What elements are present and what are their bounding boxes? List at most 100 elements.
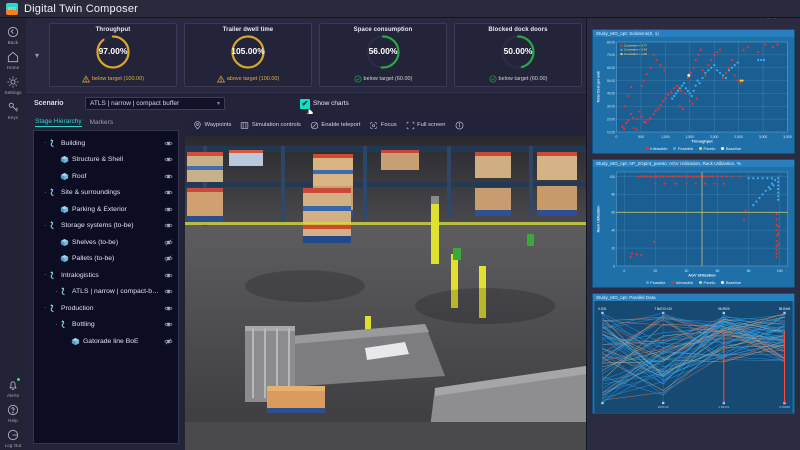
- eye-icon[interactable]: [164, 320, 173, 329]
- tree-row[interactable]: Structure & Shell: [34, 152, 178, 169]
- svg-text:ILS01: ILS01: [598, 307, 607, 311]
- tree-row[interactable]: Shelves (to-be): [34, 234, 178, 251]
- eye-off-icon[interactable]: [164, 254, 173, 263]
- svg-text:Constraint < 0.34: Constraint < 0.34: [624, 48, 647, 52]
- tree-node-label: Structure & Shell: [72, 156, 123, 164]
- legend-swatch: [645, 281, 649, 284]
- tree-row[interactable]: Gatorade line BoE: [34, 333, 178, 350]
- tree-node-label: Intralogistics: [61, 271, 99, 279]
- viewport-tool-focus[interactable]: Focus: [369, 121, 397, 130]
- show-charts-checkbox[interactable]: ✔: [300, 98, 310, 109]
- svg-text:2.09838: 2.09838: [779, 405, 790, 409]
- chart-card[interactable]: Study_MO_opt: Solutions(0, 1) 0 500 1,000 1,…: [592, 29, 795, 154]
- fullscreen-icon: [406, 121, 414, 129]
- show-charts-toggle[interactable]: ✔ Show charts: [300, 98, 349, 117]
- kpi-card[interactable]: Space consumption 56.00% below target (60.…: [319, 23, 447, 87]
- rail-item-keys[interactable]: Keys: [0, 97, 26, 122]
- svg-text:30.00: 30.00: [607, 105, 615, 109]
- tab-stage-hierarchy[interactable]: Stage Hierarchy: [35, 118, 82, 127]
- tree-row[interactable]: - Bottling: [34, 317, 178, 334]
- legend-label: Baseline: [725, 146, 742, 151]
- tree-expander-icon[interactable]: -: [44, 222, 47, 229]
- tree-expander-icon[interactable]: -: [55, 321, 58, 328]
- chevron-down-icon: ▾: [216, 101, 220, 107]
- kpi-card[interactable]: Blocked dock doors 50.00% below target (60…: [454, 23, 582, 87]
- viewport-tool-enable-teleport[interactable]: Enable teleport: [310, 121, 360, 130]
- tree-row[interactable]: - Intralogistics: [34, 267, 178, 284]
- rail-item-label: Back: [7, 40, 19, 45]
- eye-icon[interactable]: [164, 287, 173, 296]
- legend-swatch: [673, 147, 677, 150]
- chart-title: Study_MO_opt: Solutions(0, 1): [593, 30, 794, 37]
- rail-item-back[interactable]: Back: [0, 22, 26, 47]
- show-charts-label: Show charts: [313, 100, 349, 107]
- eye-icon[interactable]: [164, 221, 173, 230]
- chart-title: Study_MO_opt: Parallel Data: [593, 294, 794, 301]
- rail-item-alerts[interactable]: Alerts: [0, 375, 26, 400]
- eye-icon[interactable]: [164, 271, 173, 280]
- kpi-card[interactable]: Throughput 97.00% below target (100.00): [49, 23, 177, 87]
- viewport-tool-full-screen[interactable]: Full screen: [406, 121, 446, 130]
- kpi-status-text: below target (100.00): [92, 76, 144, 82]
- kpi-value: 97.00%: [98, 46, 128, 56]
- tree-row[interactable]: Parking & Exterior: [34, 201, 178, 218]
- legend-item: Feasible: [645, 280, 665, 285]
- eye-icon[interactable]: [164, 304, 173, 313]
- tree-expander-icon[interactable]: -: [44, 305, 47, 312]
- eye-off-icon[interactable]: [164, 337, 173, 346]
- charts-panel: Charts Study_MO_opt: Solutions(0, 1)0500…: [586, 0, 800, 450]
- rail-item-home[interactable]: Home: [0, 47, 26, 72]
- layer-icon: [61, 320, 65, 329]
- rail-item-log-out[interactable]: Log Out: [0, 425, 26, 450]
- eye-icon[interactable]: [164, 205, 173, 214]
- panel-tabs: Stage Hierarchy Markers: [29, 116, 182, 129]
- eye-icon[interactable]: [164, 188, 173, 197]
- tree-expander-icon[interactable]: -: [55, 288, 58, 295]
- eye-icon[interactable]: [164, 172, 173, 181]
- logout-icon: [7, 429, 19, 441]
- back-icon: [7, 26, 19, 38]
- kpi-status-text: above target (100.00): [226, 76, 280, 82]
- svg-text:1,500: 1,500: [686, 135, 695, 139]
- warning-icon: [82, 75, 90, 83]
- layer-icon: [50, 304, 54, 312]
- viewport-tool-waypoints[interactable]: Waypoints: [193, 120, 231, 130]
- rail-item-settings[interactable]: Settings: [0, 72, 26, 97]
- viewport-tool-info[interactable]: [455, 121, 464, 130]
- tree-node-label: Storage systems (to-be): [61, 222, 134, 230]
- svg-text:Total Cost per unit: Total Cost per unit: [597, 70, 601, 102]
- tree-row[interactable]: Pallets (to-be): [34, 251, 178, 268]
- legend-item: Baseline: [721, 146, 741, 151]
- legend-item: Infeasible: [671, 280, 693, 285]
- tree-row[interactable]: - Storage systems (to-be): [34, 218, 178, 235]
- eye-icon[interactable]: [164, 139, 173, 148]
- chart-card[interactable]: Study_MO_opt: AP_2Opint_pareto: AGV Util…: [592, 159, 795, 288]
- 3d-viewport[interactable]: Waypoints Simulation controls Enable telep…: [185, 114, 586, 450]
- scenario-bar: Scenario ATLS | narrow | compact buffer …: [26, 92, 586, 117]
- stage-hierarchy-panel: Stage Hierarchy Markers - Building Structur…: [26, 114, 185, 450]
- tree-expander-icon[interactable]: -: [44, 140, 47, 147]
- tree-node-label: Site & surroundings: [61, 189, 121, 197]
- chart-card[interactable]: Study_MO_opt: Parallel Data ILS01 T BATCH.…: [592, 293, 795, 414]
- tree-row[interactable]: - Production: [34, 300, 178, 317]
- kpi-collapse-chevron-icon[interactable]: ▾: [34, 50, 39, 60]
- rail-item-help[interactable]: Help: [0, 400, 26, 425]
- scenario-select[interactable]: ATLS | narrow | compact buffer ▾: [85, 97, 225, 110]
- tree-expander-icon[interactable]: -: [44, 272, 47, 279]
- tree-row[interactable]: - Site & surroundings: [34, 185, 178, 202]
- warehouse-3d-scene[interactable]: [185, 136, 586, 450]
- eye-off-icon[interactable]: [164, 238, 173, 247]
- scenario-label: Scenario: [34, 100, 64, 107]
- tree-expander-icon[interactable]: -: [44, 189, 47, 196]
- viewport-tool-simulation-controls[interactable]: Simulation controls: [240, 121, 301, 130]
- svg-text:0: 0: [623, 269, 625, 273]
- tree-row[interactable]: - Building: [34, 135, 178, 152]
- eye-icon[interactable]: [164, 155, 173, 164]
- kpi-card[interactable]: Trailer dwell time 105.00% above target (1…: [184, 23, 312, 87]
- tree-row[interactable]: Roof: [34, 168, 178, 185]
- svg-text:Rack Utilization: Rack Utilization: [597, 206, 601, 233]
- tab-markers[interactable]: Markers: [89, 118, 114, 126]
- tree-row[interactable]: - ATLS | narrow | compact-b…: [34, 284, 178, 301]
- svg-text:0: 0: [616, 135, 618, 139]
